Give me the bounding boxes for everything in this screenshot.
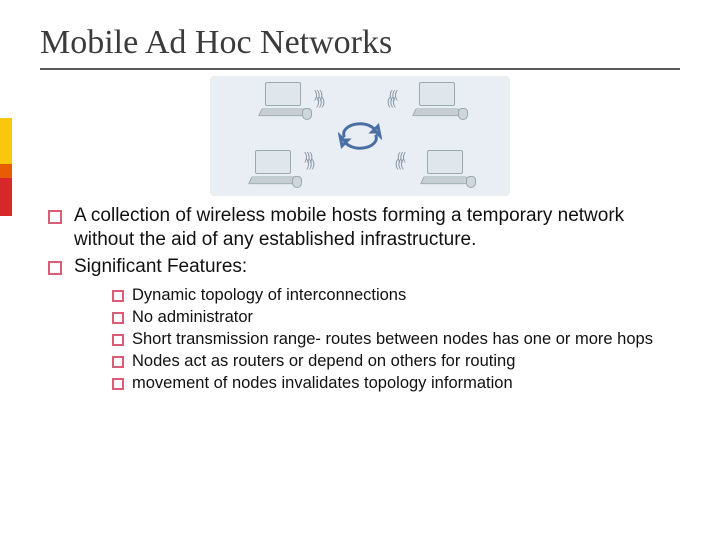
sub-bullet-item: No administrator bbox=[112, 307, 672, 328]
accent-bar-red bbox=[0, 178, 12, 216]
bullet-square-icon bbox=[48, 210, 62, 224]
wireless-waves-icon: ))) ))) bbox=[396, 154, 406, 168]
bullet-item: A collection of wireless mobile hosts fo… bbox=[48, 204, 672, 253]
mouse-icon bbox=[292, 176, 302, 188]
accent-bar-yellow bbox=[0, 118, 12, 164]
bullet-text: Significant Features: bbox=[74, 255, 247, 279]
sub-bullet-item: Short transmission range- routes between… bbox=[112, 329, 672, 350]
bullet-square-icon bbox=[112, 312, 124, 324]
network-diagram: ))) ))) ))) ))) ))) ))) ))) ))) bbox=[210, 76, 510, 196]
sub-bullet-item: Dynamic topology of interconnections bbox=[112, 285, 672, 306]
bullet-square-icon bbox=[112, 356, 124, 368]
content-area: A collection of wireless mobile hosts fo… bbox=[0, 198, 720, 394]
sub-bullet-text: Short transmission range- routes between… bbox=[132, 329, 653, 350]
bullet-item: Significant Features: bbox=[48, 255, 672, 279]
laptop-icon bbox=[410, 82, 464, 118]
bullet-square-icon bbox=[112, 290, 124, 302]
sub-bullet-text: movement of nodes invalidates topology i… bbox=[132, 373, 513, 394]
sub-bullet-text: Dynamic topology of interconnections bbox=[132, 285, 406, 306]
accent-bar-orange bbox=[0, 164, 12, 178]
sub-bullet-text: Nodes act as routers or depend on others… bbox=[132, 351, 515, 372]
bullet-square-icon bbox=[112, 378, 124, 390]
sub-bullet-text: No administrator bbox=[132, 307, 253, 328]
mouse-icon bbox=[302, 108, 312, 120]
accent-bars bbox=[0, 118, 12, 216]
mouse-icon bbox=[458, 108, 468, 120]
wireless-waves-icon: ))) ))) bbox=[388, 92, 398, 106]
wireless-waves-icon: ))) ))) bbox=[314, 92, 324, 106]
sync-arrows-icon bbox=[338, 120, 382, 152]
bullet-text: A collection of wireless mobile hosts fo… bbox=[74, 204, 672, 253]
sub-bullet-item: Nodes act as routers or depend on others… bbox=[112, 351, 672, 372]
mouse-icon bbox=[466, 176, 476, 188]
title-underline bbox=[40, 68, 680, 70]
bullet-square-icon bbox=[112, 334, 124, 346]
sub-bullet-list: Dynamic topology of interconnections No … bbox=[48, 281, 672, 395]
page-title: Mobile Ad Hoc Networks bbox=[40, 24, 680, 62]
bullet-square-icon bbox=[48, 261, 62, 275]
sub-bullet-item: movement of nodes invalidates topology i… bbox=[112, 373, 672, 394]
wireless-waves-icon: ))) ))) bbox=[304, 154, 314, 168]
laptop-icon bbox=[418, 150, 472, 186]
